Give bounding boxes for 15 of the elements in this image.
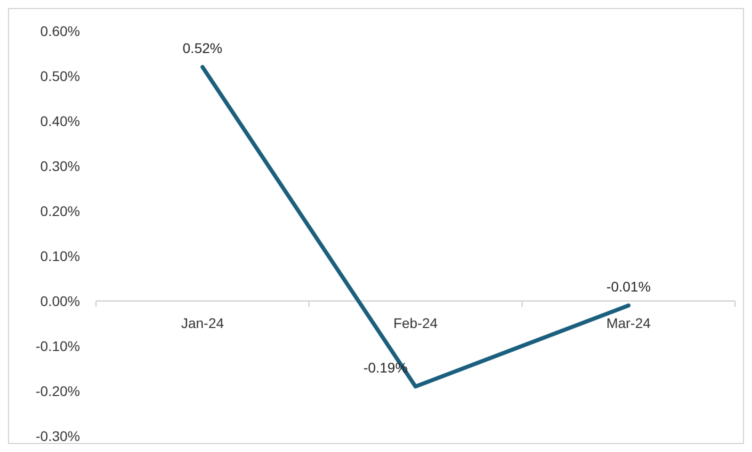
- y-tick-label: -0.30%: [36, 428, 80, 444]
- y-tick-label: 0.40%: [40, 112, 80, 129]
- y-tick-label: 0.50%: [40, 68, 80, 84]
- y-tick-label: 0.30%: [40, 158, 80, 174]
- data-label: -0.01%: [606, 278, 651, 294]
- x-tick-label: Jan-24: [181, 315, 224, 331]
- data-label: 0.52%: [182, 40, 222, 56]
- y-tick-label: -0.20%: [36, 382, 80, 399]
- y-tick-label: 0.60%: [40, 22, 80, 39]
- y-tick-label: 0.10%: [40, 248, 80, 264]
- x-tick-label: Feb-24: [393, 315, 438, 331]
- y-tick-label: 0.20%: [40, 202, 80, 219]
- x-tick-label: Mar-24: [606, 315, 651, 331]
- y-tick-label: 0.00%: [40, 292, 80, 309]
- y-tick-label: -0.10%: [36, 338, 80, 354]
